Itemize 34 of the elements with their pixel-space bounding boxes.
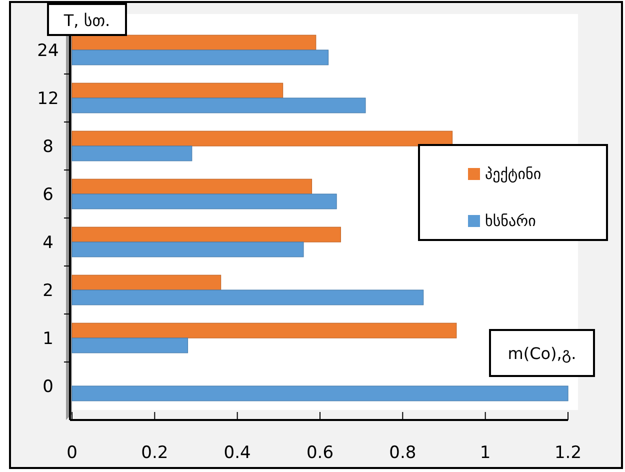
bar [72, 194, 337, 210]
x-tick-label: 1 [480, 443, 491, 463]
legend-label: ხსნარი [485, 212, 536, 230]
bar [72, 226, 341, 242]
bar [72, 82, 284, 98]
bar [72, 146, 192, 162]
bar [72, 290, 424, 306]
bar [72, 130, 453, 146]
y-tick-label: 1 [42, 329, 54, 349]
bar [72, 386, 568, 402]
y-tick-label: 24 [37, 41, 59, 61]
y-tick-label: 8 [42, 137, 54, 157]
bar [72, 322, 457, 338]
bar [72, 338, 188, 354]
bar [72, 178, 312, 194]
x-tick-label: 0 [66, 443, 78, 463]
bar [72, 98, 366, 114]
bar [72, 34, 316, 50]
legend-label: პექტინი [485, 165, 542, 183]
bar [72, 50, 329, 66]
x-axis-title: m(Co),გ. [508, 344, 576, 363]
y-tick-label: 0 [42, 377, 54, 397]
y-tick-label: 6 [42, 185, 54, 205]
x-tick-label: 0.8 [389, 443, 416, 463]
x-tick-label: 0.6 [306, 443, 334, 463]
x-tick-label: 0.2 [141, 443, 168, 463]
y-tick-label: 4 [42, 233, 54, 253]
y-tick-label: 2 [42, 281, 54, 301]
y-tick-label: 12 [37, 89, 59, 109]
bar [72, 242, 304, 258]
x-tick-label: 1.2 [554, 443, 582, 463]
x-tick-label: 0.4 [224, 443, 251, 463]
y-axis-title: T, სთ. [62, 11, 110, 30]
bar [72, 274, 222, 290]
